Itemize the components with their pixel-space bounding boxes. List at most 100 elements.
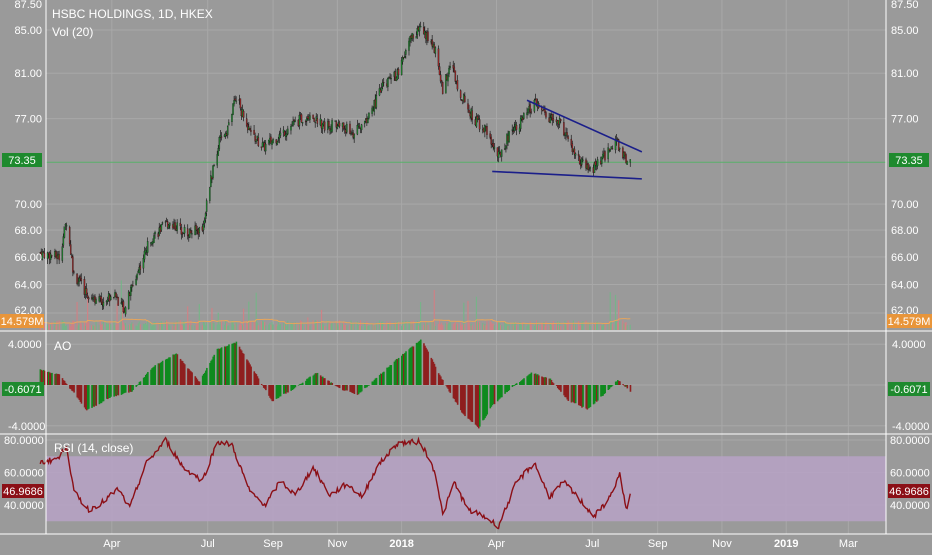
- ao-bar: [55, 373, 57, 385]
- ao-bar: [464, 385, 466, 417]
- ao-bar: [189, 370, 191, 385]
- candle-body: [367, 118, 369, 124]
- ao-bar: [594, 385, 597, 402]
- ao-bar: [181, 361, 184, 385]
- volume-bar: [286, 326, 288, 330]
- candle-body: [523, 113, 525, 119]
- volume-bar: [359, 320, 362, 330]
- volume-bar: [94, 325, 96, 330]
- ao-bar: [136, 385, 139, 386]
- time-tick-label: Nov: [712, 538, 732, 550]
- time-tick-label: Sep: [263, 538, 283, 550]
- ao-bar: [212, 356, 214, 385]
- ao-bar: [565, 385, 567, 398]
- ao-bar: [455, 385, 458, 403]
- candle-body: [573, 148, 576, 155]
- candle-body: [526, 112, 528, 115]
- time-axis[interactable]: Apr Jul Sep Nov 2018 Apr Jul Sep Nov 2019 Mar: [103, 538, 858, 550]
- ao-bar: [79, 385, 82, 402]
- volume-bar: [328, 323, 330, 330]
- candle-body: [624, 151, 626, 156]
- volume-bar: [492, 323, 494, 330]
- candle-body: [346, 123, 348, 133]
- ao-bar: [371, 381, 374, 385]
- volume-bar: [552, 321, 554, 330]
- price-tick-label: 64.00: [14, 280, 42, 292]
- ao-layer: [39, 339, 632, 429]
- volume-bar: [559, 321, 561, 330]
- candle-body: [72, 256, 74, 273]
- ao-bar: [300, 383, 303, 385]
- ao-bar: [551, 382, 554, 385]
- candle-body: [549, 117, 551, 123]
- candle-body: [219, 135, 222, 138]
- ao-bar: [582, 385, 584, 407]
- volume-bar: [246, 320, 248, 330]
- candle-body: [136, 273, 138, 279]
- volume-bar: [508, 322, 510, 330]
- ao-bar: [536, 374, 539, 385]
- volume-bar: [122, 322, 125, 330]
- volume-bar: [241, 325, 244, 330]
- price-tick-label: 70.00: [14, 199, 42, 211]
- ao-bar: [544, 377, 546, 385]
- ao-bar: [402, 353, 404, 385]
- trendline-layer[interactable]: [492, 99, 643, 180]
- candle-body: [512, 130, 515, 132]
- candle-body: [217, 148, 220, 156]
- volume-bar: [223, 324, 226, 330]
- ao-bar: [615, 381, 618, 385]
- ao-bar: [210, 360, 212, 385]
- trendline-upper[interactable]: [526, 99, 643, 153]
- volume-bar: [43, 322, 45, 330]
- ao-bar: [293, 385, 296, 389]
- ao-bar: [46, 371, 49, 385]
- volume-bar: [573, 325, 576, 330]
- candle-body: [478, 119, 481, 130]
- ao-bar: [378, 375, 381, 385]
- volume-bar: [447, 324, 449, 330]
- candle-body: [614, 139, 617, 151]
- ao-bar: [235, 341, 238, 385]
- volume-bar: [219, 321, 221, 330]
- ao-bar: [545, 377, 547, 385]
- volume-bar: [527, 323, 529, 330]
- ao-bar: [433, 363, 436, 385]
- candle-layer[interactable]: [39, 21, 632, 317]
- ao-bar: [62, 380, 65, 385]
- ao-bar: [331, 382, 334, 385]
- candle-body: [617, 139, 620, 151]
- candle-body: [368, 112, 370, 119]
- volume-bar: [595, 321, 598, 330]
- candle-body: [489, 133, 491, 138]
- ao-bar: [84, 385, 87, 410]
- ao-bar: [364, 385, 366, 389]
- ao-bar: [390, 365, 393, 385]
- rsi-value-tag-left: 46.9686: [2, 484, 44, 498]
- trendline-lower[interactable]: [492, 170, 642, 180]
- volume-bar: [587, 322, 589, 330]
- candle-body: [508, 131, 510, 143]
- volume-bar: [475, 296, 478, 330]
- volume-bar: [497, 321, 500, 330]
- ao-bar: [255, 374, 258, 385]
- volume-bar: [84, 325, 87, 330]
- candle-body: [62, 236, 65, 246]
- candle-body: [552, 118, 555, 121]
- volume-bar: [608, 321, 610, 330]
- volume-bar: [615, 320, 618, 330]
- candle-body: [626, 161, 628, 165]
- volume-bar: [418, 323, 421, 330]
- volume-bar: [49, 324, 51, 330]
- price-tick-label: 81.00: [891, 68, 919, 80]
- ao-bar: [261, 385, 264, 386]
- candle-body: [338, 122, 341, 127]
- ao-bar: [313, 374, 316, 385]
- volume-bar: [356, 321, 358, 330]
- volume-bar: [514, 322, 517, 330]
- volume-bar: [181, 325, 184, 330]
- volume-bar: [570, 325, 572, 330]
- volume-bar: [337, 325, 339, 330]
- volume-bar: [360, 325, 363, 330]
